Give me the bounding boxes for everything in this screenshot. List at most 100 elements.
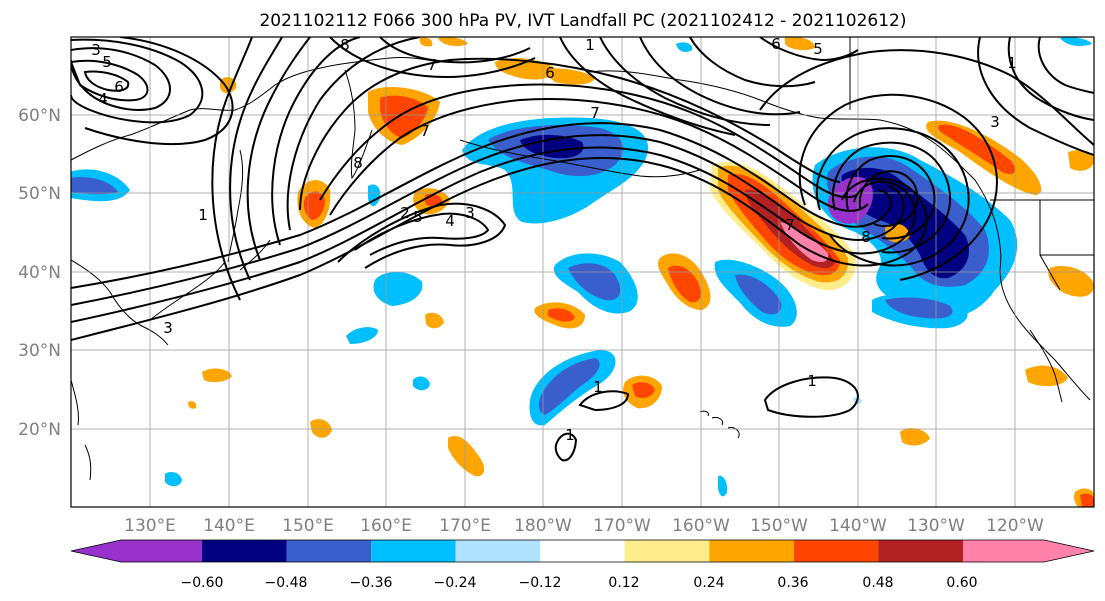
coastlines — [71, 37, 1094, 481]
coast-baja — [1029, 329, 1063, 403]
contour-label: 6 — [114, 78, 124, 96]
shade-pos-okhotsk-a — [495, 58, 555, 80]
contour-sub-c — [554, 432, 578, 462]
colorbar-swatch — [709, 540, 794, 562]
lon-tick-label: 160°W — [672, 516, 730, 536]
shade-pos-small-d — [188, 401, 197, 409]
contour-aleut-b — [599, 37, 771, 126]
contour-gulf-low-b — [832, 141, 952, 254]
lon-tick-label: 180°W — [514, 516, 572, 536]
shade-pos-top-a — [785, 37, 815, 51]
lat-tick-label: 30°N — [18, 341, 61, 361]
lat-tick-label: 40°N — [18, 263, 61, 283]
contour-label: 3 — [990, 113, 1000, 131]
contour-gulf-low-e — [798, 93, 998, 281]
contour-label: 6 — [771, 35, 781, 53]
shade-neg-gulf-inner — [841, 167, 969, 279]
lat-axis: 60°N 50°N 40°N 30°N 20°N — [18, 106, 61, 440]
shade-pos-se-corner-inner — [1080, 493, 1094, 507]
colorbar-tick-label: −0.48 — [265, 575, 308, 591]
shade-neg-japan-east — [346, 327, 378, 344]
contour-aleut-d — [689, 37, 816, 88]
contour-label: 8 — [340, 36, 350, 54]
colorbar-tick-label: −0.12 — [519, 575, 562, 591]
contour-kuril-a — [337, 202, 507, 269]
map-panel: 3 5 6 4 8 7 1 6 5 1 6 7 3 7 8 2 5 3 4 3 — [70, 35, 1095, 508]
lon-tick-label: 140°E — [203, 516, 255, 536]
contour-kuril-b — [354, 212, 490, 256]
contour-label: 3 — [91, 41, 101, 59]
shade-pos-baja — [1025, 365, 1068, 387]
contour-label: 4 — [445, 212, 455, 230]
colorbar-swatch — [878, 540, 963, 562]
contour-gulf-low-c — [845, 155, 936, 240]
contour-ridge-c — [211, 37, 253, 301]
colorbar-swatch — [71, 540, 202, 562]
contour-jet-9 — [271, 37, 361, 246]
colorbar-tick-label: 0.60 — [946, 575, 977, 591]
contour-label: 7 — [420, 122, 430, 140]
colorbar-swatch — [540, 540, 625, 562]
contour-label: 2 — [400, 204, 410, 222]
colorbar-swatch — [286, 540, 372, 562]
lat-tick-label: 50°N — [18, 184, 61, 204]
lon-tick-label: 160°E — [360, 516, 412, 536]
contour-label: 1 — [198, 206, 208, 224]
lat-tick-label: 20°N — [18, 420, 61, 440]
shade-neg-north-pacific-inner — [520, 134, 584, 159]
colorbar-swatch — [963, 540, 1094, 562]
contour-jet-8 — [286, 37, 421, 231]
contour-label: 7 — [590, 104, 600, 122]
contour-east-d — [977, 37, 1094, 156]
lon-tick-label: 170°E — [439, 516, 491, 536]
contour-jet-4 — [71, 122, 892, 289]
contour-east-c — [1037, 37, 1094, 94]
contour-label: 3 — [163, 319, 173, 337]
contour-aleut-a — [639, 37, 801, 116]
shade-neg-west-coast-inner — [71, 177, 118, 195]
coast-alaska — [589, 70, 931, 141]
contour-jet-1 — [71, 157, 928, 341]
shade-neg-small-b — [165, 472, 182, 487]
coast-sakhalin — [227, 149, 244, 263]
colorbar: −0.60 −0.48 −0.36 −0.24 −0.12 0.12 0.24 … — [70, 539, 1095, 591]
shade-neg-small-f — [718, 475, 728, 497]
contour-aleut-e — [759, 37, 859, 62]
contour-ridge-a — [246, 37, 311, 261]
contour-ridge-b — [229, 37, 283, 281]
shade-pos-coast-b — [1068, 150, 1094, 171]
contour-jet-7 — [299, 57, 841, 211]
contour-okhotsk-a — [379, 37, 531, 64]
contour-jet-3 — [71, 134, 905, 306]
colorbar-tick-label: −0.24 — [434, 575, 477, 591]
lon-axis: 130°E 140°E 150°E 160°E 170°E 180°W 170°… — [124, 516, 1044, 536]
shade-neg-small-a — [413, 376, 430, 391]
shade-pos-subtropical-a-inner — [632, 382, 655, 398]
contour-okhotsk-b — [329, 37, 536, 79]
contour-label: 6 — [545, 64, 555, 82]
colorbar-tick-label: 0.48 — [862, 575, 893, 591]
contour-gulf-low-d — [858, 170, 919, 227]
pv-contours — [71, 37, 1094, 462]
colorbar-swatch — [455, 540, 541, 562]
colorbar-swatch — [202, 540, 287, 562]
contour-labels: 3 5 6 4 8 7 1 6 5 1 6 7 3 7 8 2 5 3 4 3 — [91, 35, 1017, 444]
shade-pos-small-c — [310, 419, 332, 438]
colorbar-tick-labels: −0.60 −0.48 −0.36 −0.24 −0.12 0.12 0.24 … — [181, 575, 978, 591]
contour-label: 1 — [593, 378, 603, 396]
colorbar-tick-label: −0.36 — [350, 575, 393, 591]
lat-tick-label: 60°N — [18, 106, 61, 126]
contour-west-low-e — [84, 37, 234, 146]
contour-west-low-c — [83, 70, 130, 92]
shade-pos-gulf-pink — [780, 222, 829, 262]
map-title: 2021102112 F066 300 hPa PV, IVT Landfall… — [259, 11, 906, 31]
contour-label: 8 — [353, 154, 363, 172]
contour-east-b — [1007, 37, 1094, 121]
contour-west-low-b — [71, 59, 149, 102]
contour-label: 1 — [585, 36, 595, 54]
lon-tick-label: 130°W — [907, 516, 965, 536]
lon-tick-label: 140°W — [829, 516, 887, 536]
contour-label: 5 — [102, 53, 112, 71]
shade-pos-top-c — [438, 37, 468, 46]
